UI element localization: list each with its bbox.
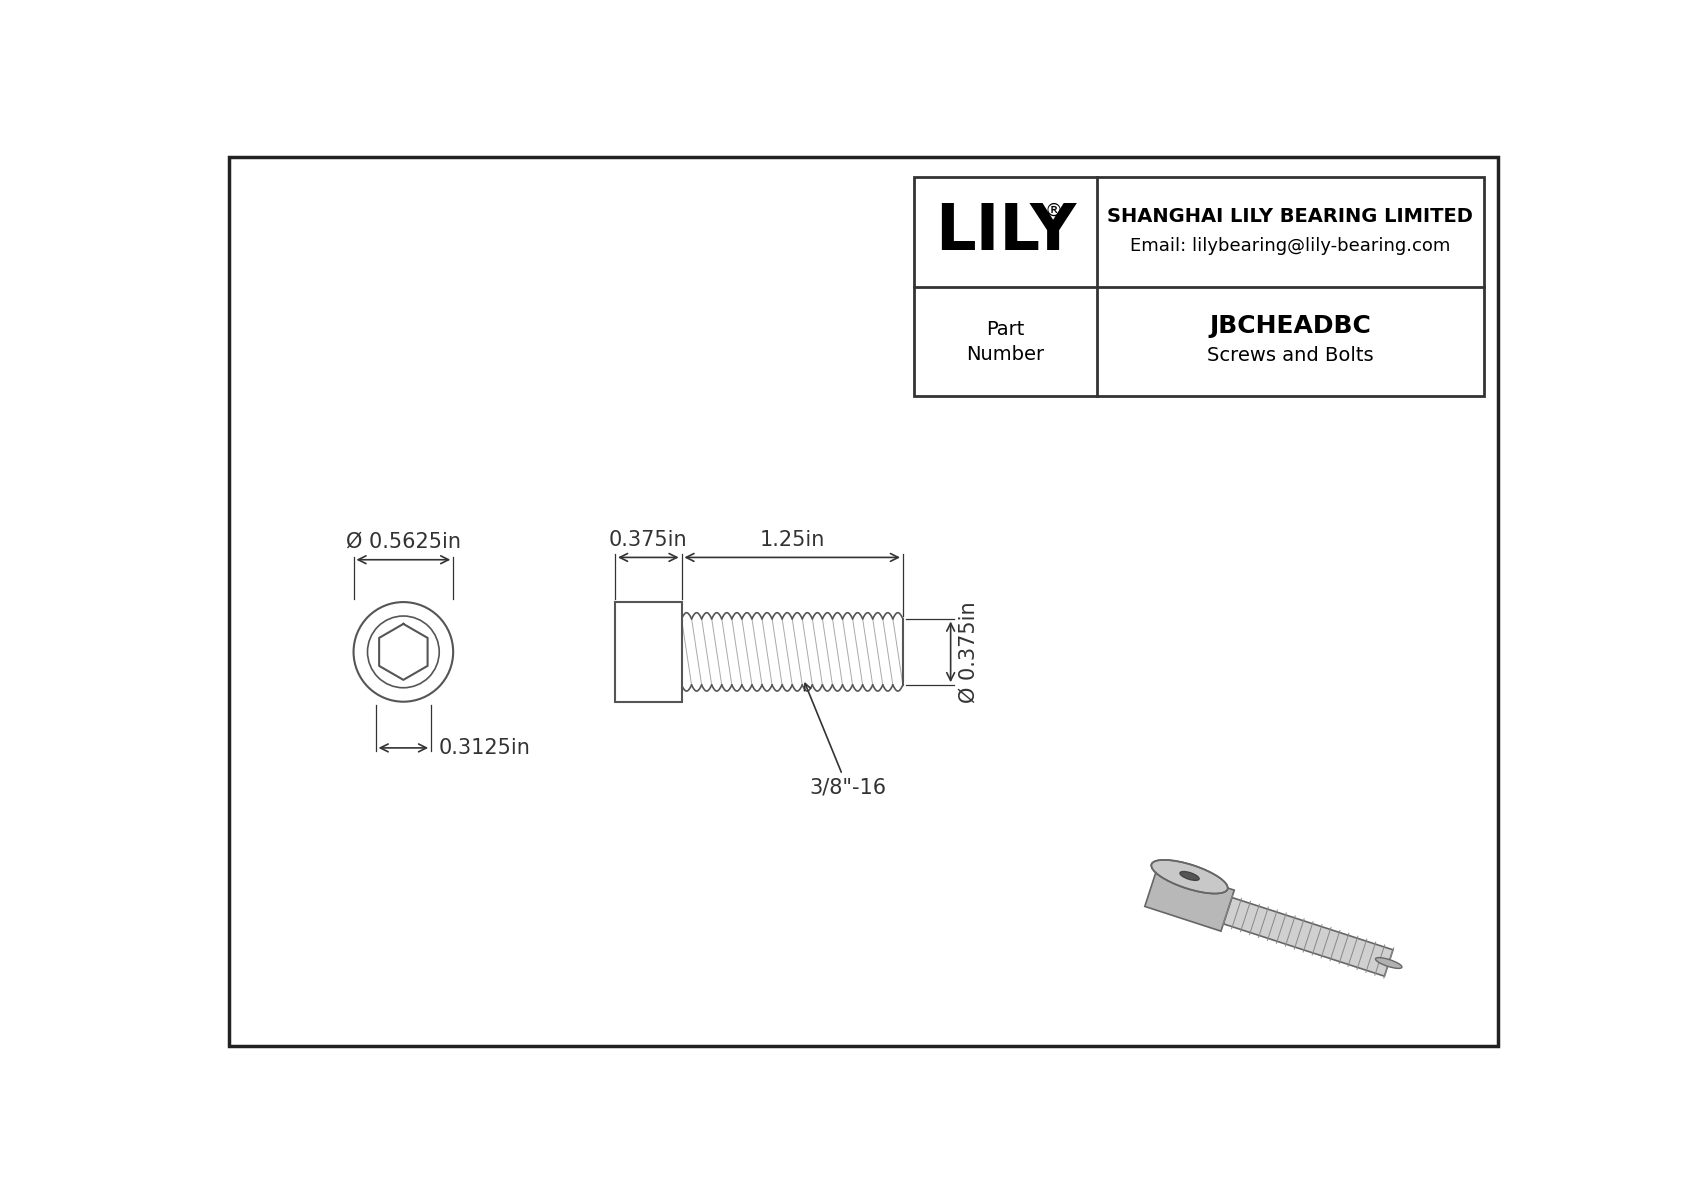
Text: Part
Number: Part Number xyxy=(967,319,1044,363)
Bar xyxy=(914,176,1484,397)
Text: LILY: LILY xyxy=(935,201,1076,263)
Polygon shape xyxy=(1145,866,1234,931)
Text: Ø 0.5625in: Ø 0.5625in xyxy=(345,532,461,553)
Text: 0.375in: 0.375in xyxy=(610,530,687,550)
Text: Email: lilybearing@lily-bearing.com: Email: lilybearing@lily-bearing.com xyxy=(1130,237,1450,255)
Text: Ø 0.375in: Ø 0.375in xyxy=(958,601,978,703)
Ellipse shape xyxy=(1180,872,1199,880)
Ellipse shape xyxy=(1152,860,1228,893)
Text: Screws and Bolts: Screws and Bolts xyxy=(1207,345,1374,364)
Ellipse shape xyxy=(1376,958,1403,968)
Text: 0.3125in: 0.3125in xyxy=(440,738,530,757)
Text: JBCHEADBC: JBCHEADBC xyxy=(1209,314,1371,338)
Text: ®: ® xyxy=(1044,201,1063,219)
Text: SHANGHAI LILY BEARING LIMITED: SHANGHAI LILY BEARING LIMITED xyxy=(1108,207,1474,226)
Text: 1.25in: 1.25in xyxy=(759,530,825,550)
Bar xyxy=(615,603,682,701)
Circle shape xyxy=(367,616,440,687)
Text: 3/8"-16: 3/8"-16 xyxy=(805,684,886,798)
Circle shape xyxy=(354,603,453,701)
Polygon shape xyxy=(1223,898,1393,977)
